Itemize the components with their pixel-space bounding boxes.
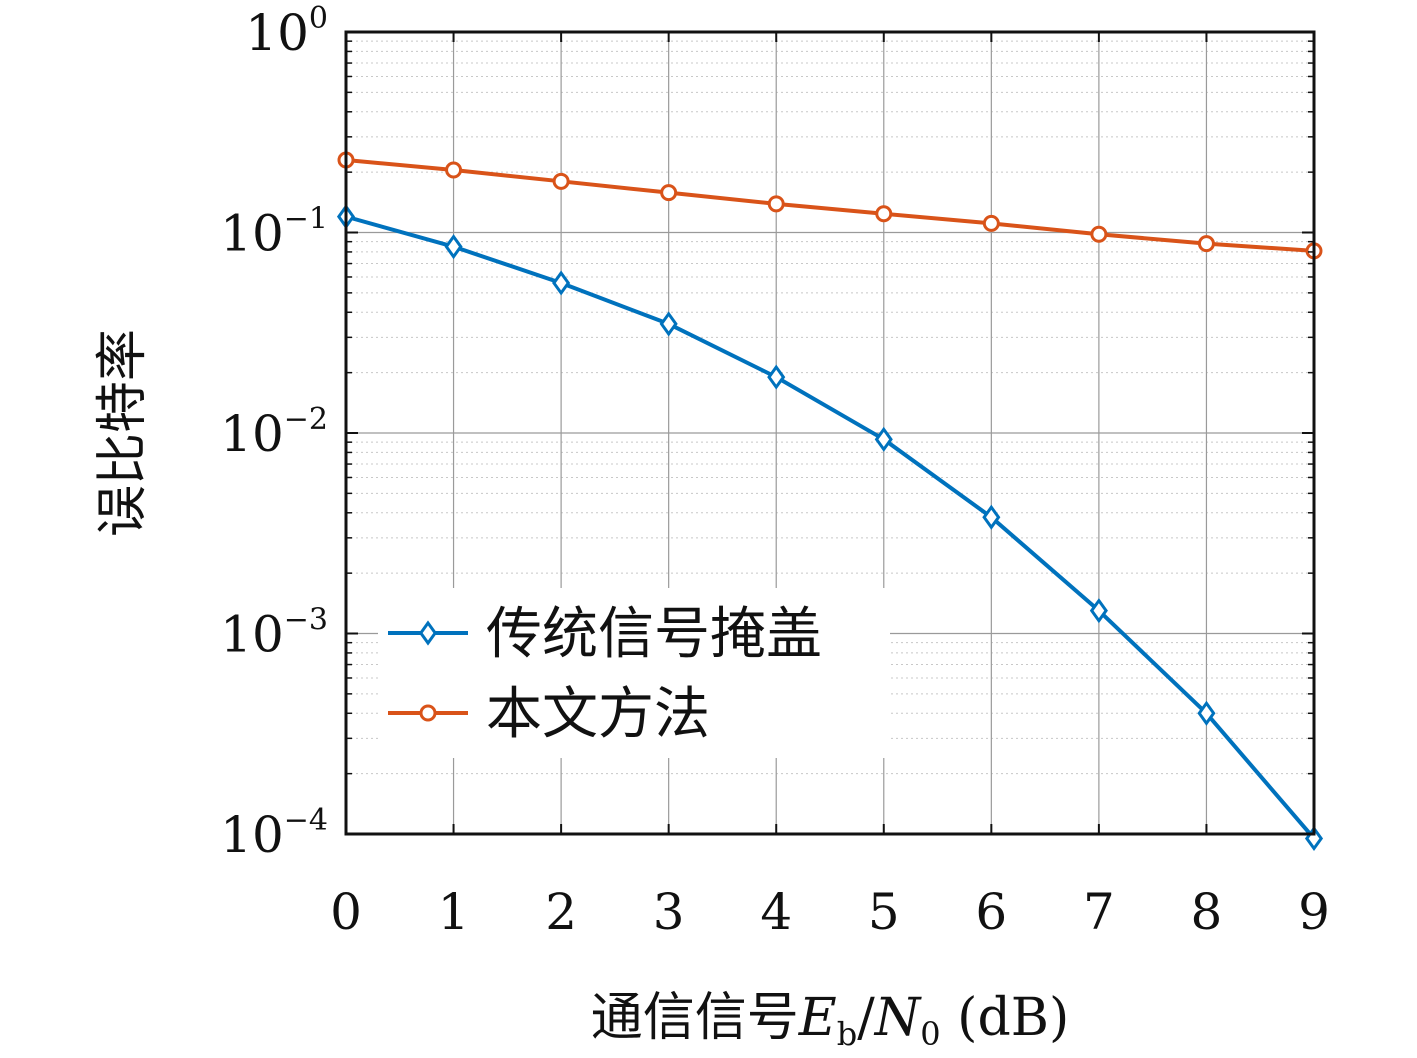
x-tick-label: 4: [760, 883, 792, 941]
data-point-diamond: [874, 426, 893, 452]
y-tick-label: 10−4: [220, 803, 328, 864]
x-tick-label: 1: [438, 883, 470, 941]
y-tick-label: 10−1: [220, 202, 328, 263]
series-line: [345, 214, 1316, 840]
data-point-diamond: [1089, 598, 1108, 624]
x-tick-label: 7: [1083, 883, 1115, 941]
x-axis-label-E: E: [798, 988, 837, 1048]
x-axis-ticks: 0 1 2 3 4 5 6 7 8 9: [330, 32, 1330, 941]
x-tick-label: 6: [975, 883, 1007, 941]
data-point-diamond: [659, 311, 678, 337]
series-line: [345, 157, 1315, 253]
legend: 传统信号掩盖 本文方法: [378, 588, 890, 758]
x-axis-label-N: N: [873, 988, 922, 1048]
data-point-circle: [982, 214, 1000, 232]
legend-marker-circle: [419, 704, 437, 722]
x-axis-label-E-sub: b: [837, 1015, 857, 1053]
data-point-circle: [767, 195, 785, 213]
data-point-circle: [875, 205, 893, 223]
legend-marker-diamond: [418, 620, 438, 646]
data-point-diamond: [982, 504, 1001, 530]
x-axis-label-N-sub: 0: [920, 1015, 940, 1053]
x-tick-label: 9: [1298, 883, 1330, 941]
data-point-circle: [1090, 225, 1108, 243]
legend-item-traditional: 传统信号掩盖: [388, 602, 822, 667]
legend-item-proposed: 本文方法: [388, 682, 710, 747]
data-point-diamond: [552, 270, 571, 296]
y-axis-ticks: 100 10−1 10−2 10−3 10−4: [220, 1, 1314, 864]
data-point-diamond: [767, 364, 786, 390]
y-tick-label: 100: [245, 1, 328, 62]
legend-background: [378, 588, 890, 758]
data-point-circle: [552, 172, 570, 190]
data-point-diamond: [444, 234, 463, 260]
x-axis-label-prefix: 通信信号: [591, 988, 799, 1048]
x-tick-label: 0: [330, 883, 362, 941]
x-axis-label: 通信信号Eb/N0 (dB): [591, 988, 1069, 1053]
legend-label-proposed: 本文方法: [486, 682, 710, 747]
x-tick-label: 5: [868, 883, 900, 941]
legend-label-traditional: 传统信号掩盖: [486, 602, 822, 667]
data-point-circle: [1197, 235, 1215, 253]
x-tick-label: 8: [1191, 883, 1223, 941]
x-tick-label: 2: [545, 883, 577, 941]
data-point-circle: [660, 184, 678, 202]
y-tick-label: 10−3: [220, 603, 328, 664]
x-axis-label-unit: (dB): [941, 988, 1070, 1048]
x-axis-label-slash: /: [857, 988, 875, 1048]
x-tick-label: 3: [653, 883, 685, 941]
data-point-circle: [445, 161, 463, 179]
series-1: [337, 151, 1323, 260]
y-tick-label: 10−2: [220, 402, 328, 463]
data-point-diamond: [1197, 700, 1216, 726]
y-axis-label: 误比特率: [93, 329, 153, 537]
